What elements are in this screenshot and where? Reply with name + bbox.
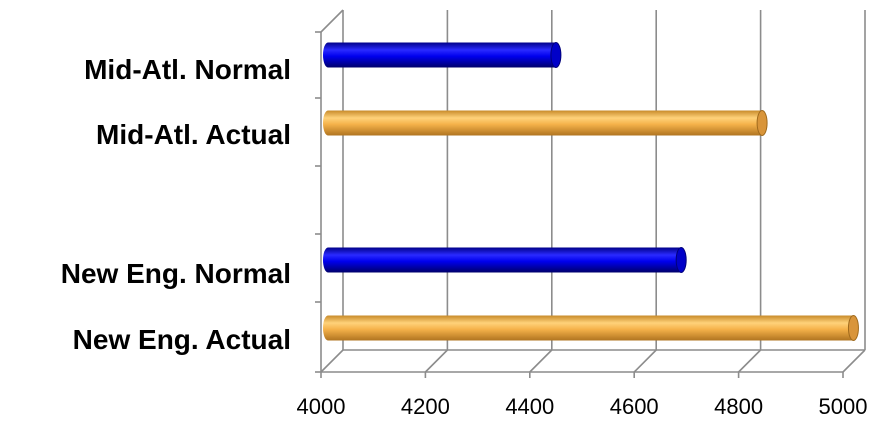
floor-grid-line: [424, 349, 448, 373]
bar-start-cap: [323, 315, 333, 341]
bar-end-cap: [756, 110, 768, 136]
x-tick-label: 4600: [610, 394, 659, 419]
axis: [315, 9, 844, 378]
bar: [323, 110, 768, 136]
category-label: Mid-Atl. Normal: [84, 54, 291, 85]
x-tick-label: 4400: [505, 394, 554, 419]
bar-body: [328, 247, 682, 273]
category-label: Mid-Atl. Actual: [96, 119, 291, 150]
x-tick-label: 4000: [297, 394, 346, 419]
bar-start-cap: [323, 247, 333, 273]
x-tick-label: 4200: [401, 394, 450, 419]
bar-end-cap: [847, 315, 859, 341]
floor-grid-line: [738, 349, 762, 373]
y-axis-top-edge: [320, 9, 344, 33]
bar-start-cap: [323, 42, 333, 68]
bar-body: [328, 315, 854, 341]
category-label: New Eng. Actual: [73, 324, 291, 355]
bars: [323, 42, 859, 341]
category-label: New Eng. Normal: [61, 258, 291, 289]
bar-end-cap: [675, 247, 687, 273]
floor-grid-line: [633, 349, 657, 373]
bar-body: [328, 42, 556, 68]
category-labels: Mid-Atl. Normal Mid-Atl. Actual New Eng. N…: [61, 54, 291, 355]
bar-end-cap: [550, 42, 562, 68]
bar: [323, 315, 859, 341]
bar: [323, 42, 562, 68]
floor-grid-line: [529, 349, 553, 373]
bar-start-cap: [323, 110, 333, 136]
bar: [323, 247, 687, 273]
floor-grid-line: [842, 349, 866, 373]
x-tick-labels: 4000 4200 4400 4600 4800 5000: [297, 394, 868, 419]
bar-body: [328, 110, 763, 136]
x-tick-label: 4800: [714, 394, 763, 419]
floor-grid-line: [320, 349, 344, 373]
x-tick-label: 5000: [819, 394, 868, 419]
